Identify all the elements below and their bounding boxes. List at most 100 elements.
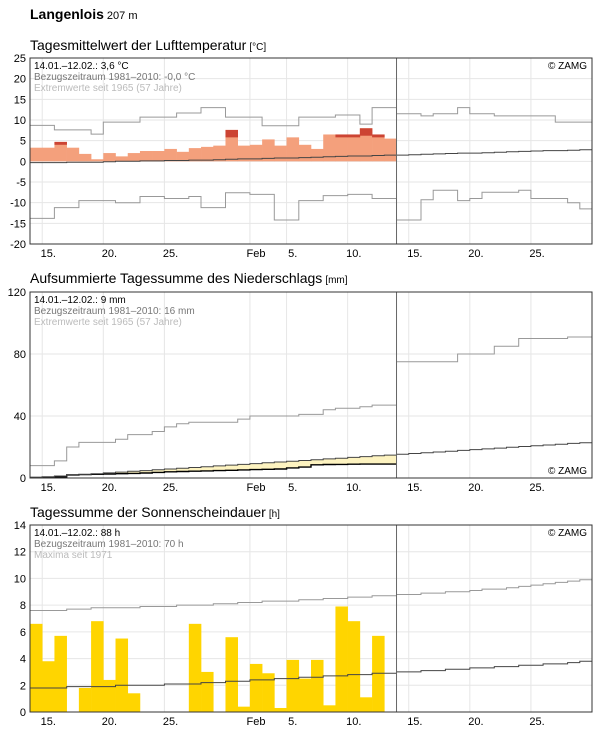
x-tick-label: Feb bbox=[247, 716, 266, 728]
temp-bar bbox=[30, 147, 43, 162]
temp-anomaly-bar bbox=[335, 134, 348, 138]
y-tick-label: -5 bbox=[16, 177, 26, 189]
sun-bar bbox=[298, 678, 312, 712]
sun-bar bbox=[323, 705, 336, 712]
chart-panel-2: 0 40 80 120 15. 20. 25. Feb 5. 10. 15. 20. 25. 14.01.… bbox=[8, 287, 593, 494]
x-tick-label: 15. bbox=[41, 716, 56, 728]
info-line-1: 14.01.–12.02.: 3,6 °C bbox=[34, 61, 129, 72]
copyright-label: © ZAMG bbox=[548, 61, 587, 72]
temp-bar bbox=[323, 134, 336, 162]
sunshine-unit: [h] bbox=[268, 509, 280, 520]
sun-bar bbox=[103, 679, 116, 712]
y-tick-label: -10 bbox=[10, 198, 26, 210]
y-tick-label: 8 bbox=[20, 600, 26, 612]
y-tick-label: 40 bbox=[14, 411, 26, 423]
precip-max-line bbox=[30, 336, 592, 467]
x-tick-label: 5. bbox=[288, 716, 297, 728]
info-line-3: Extremwerte seit 1965 (57 Jahre) bbox=[34, 83, 182, 94]
sun-bar bbox=[91, 621, 104, 712]
plot-frame bbox=[29, 524, 593, 713]
y-tick-label: 14 bbox=[14, 520, 26, 532]
sun-bar bbox=[78, 687, 92, 712]
x-tick-label: 5. bbox=[288, 482, 297, 494]
temp-min-line bbox=[30, 189, 592, 221]
y-tick-label: 15 bbox=[14, 94, 26, 106]
temp-bar bbox=[91, 159, 104, 162]
x-tick-label: 20. bbox=[102, 248, 117, 260]
sun-bar bbox=[335, 606, 348, 712]
y-tick-label: -20 bbox=[10, 239, 26, 251]
sunshine-title-text: Tagessumme der Sonnenscheindauer bbox=[30, 504, 266, 520]
info-line-3: Extremwerte seit 1965 (57 Jahre) bbox=[34, 317, 182, 328]
sun-bar bbox=[249, 663, 263, 712]
y-tick-label: 10 bbox=[14, 573, 26, 585]
temp-anomaly-bar bbox=[347, 134, 361, 138]
plot-frame bbox=[29, 291, 593, 479]
station-header: Langenlois 207 m bbox=[30, 6, 137, 22]
temperature-title-text: Tagesmittelwert der Lufttemperatur bbox=[30, 37, 247, 53]
sunshine-title: Tagessumme der Sonnenscheindauer [h] bbox=[30, 504, 280, 520]
x-tick-label: Feb bbox=[247, 482, 266, 494]
temp-bar bbox=[359, 128, 373, 162]
y-tick-label: 25 bbox=[14, 53, 26, 65]
y-tick-label: 0 bbox=[20, 156, 26, 168]
y-tick-label: 0 bbox=[20, 473, 26, 485]
x-tick-label: 25. bbox=[163, 248, 178, 260]
precipitation-unit: [mm] bbox=[325, 275, 348, 286]
precipitation-title-text: Aufsummierte Tagessumme des Niederschlag… bbox=[30, 270, 323, 286]
temp-anomaly-bar bbox=[359, 128, 373, 136]
temp-bar bbox=[127, 153, 141, 162]
station-name: Langenlois bbox=[30, 6, 104, 22]
y-tick-label: 120 bbox=[8, 287, 26, 299]
temp-bar bbox=[115, 156, 129, 162]
x-tick-label: 15. bbox=[41, 482, 56, 494]
x-tick-label: 25. bbox=[529, 248, 544, 260]
y-tick-label: 20 bbox=[14, 74, 26, 86]
sun-bar bbox=[188, 623, 202, 712]
x-tick-label: 20. bbox=[468, 248, 483, 260]
chart-panel-1: -20 -15 -10 -5 0 5 10 15 20 25 15. 20. 25. Feb 5. 10. 15… bbox=[10, 53, 593, 260]
sun-bar bbox=[347, 621, 361, 712]
temp-bar bbox=[188, 148, 202, 162]
x-tick-label: 25. bbox=[529, 716, 544, 728]
sun-bar bbox=[42, 661, 55, 712]
precipitation-title: Aufsummierte Tagessumme des Niederschlag… bbox=[30, 270, 348, 286]
temp-bar bbox=[237, 145, 251, 162]
copyright-label: © ZAMG bbox=[548, 466, 587, 477]
x-tick-label: 10. bbox=[346, 248, 361, 260]
temperature-unit: [°C] bbox=[249, 42, 267, 53]
x-tick-label: 15. bbox=[407, 716, 422, 728]
temp-bar bbox=[54, 141, 67, 162]
temperature-title: Tagesmittelwert der Lufttemperatur [°C] bbox=[30, 37, 266, 53]
y-tick-label: 0 bbox=[20, 707, 26, 719]
x-tick-label: 20. bbox=[102, 482, 117, 494]
temp-bar bbox=[286, 137, 300, 162]
sun-bar bbox=[311, 659, 324, 712]
info-line-2: Bezugszeitraum 1981–2010: 16 mm bbox=[34, 306, 195, 317]
temp-bar bbox=[311, 148, 324, 162]
sun-bar bbox=[274, 707, 287, 712]
temp-bar bbox=[384, 138, 397, 162]
x-tick-label: 5. bbox=[288, 248, 297, 260]
temp-reference-line bbox=[30, 149, 592, 164]
sun-bar bbox=[127, 693, 141, 712]
chart-panel-3: 0 2 4 6 8 10 12 14 15. 20. 25. Feb 5. 10. 15. 20. 25. 14.… bbox=[14, 520, 593, 728]
y-tick-label: 5 bbox=[20, 136, 26, 148]
sun-bar bbox=[30, 623, 43, 712]
x-tick-label: 25. bbox=[163, 482, 178, 494]
y-tick-label: 2 bbox=[20, 680, 26, 692]
sun-bar bbox=[54, 635, 67, 712]
x-tick-label: 15. bbox=[407, 248, 422, 260]
sun-bar bbox=[359, 697, 373, 712]
plot-frame bbox=[29, 57, 593, 245]
temp-bar bbox=[42, 147, 55, 162]
temp-bar bbox=[335, 134, 348, 162]
sun-bar bbox=[286, 659, 300, 712]
temp-anomaly-bar bbox=[372, 134, 385, 138]
y-tick-label: 10 bbox=[14, 115, 26, 127]
sun-bar bbox=[237, 706, 251, 712]
x-tick-label: 20. bbox=[102, 716, 117, 728]
sun-bar bbox=[115, 638, 129, 712]
temp-bar bbox=[225, 129, 238, 162]
y-tick-label: 4 bbox=[20, 654, 26, 666]
